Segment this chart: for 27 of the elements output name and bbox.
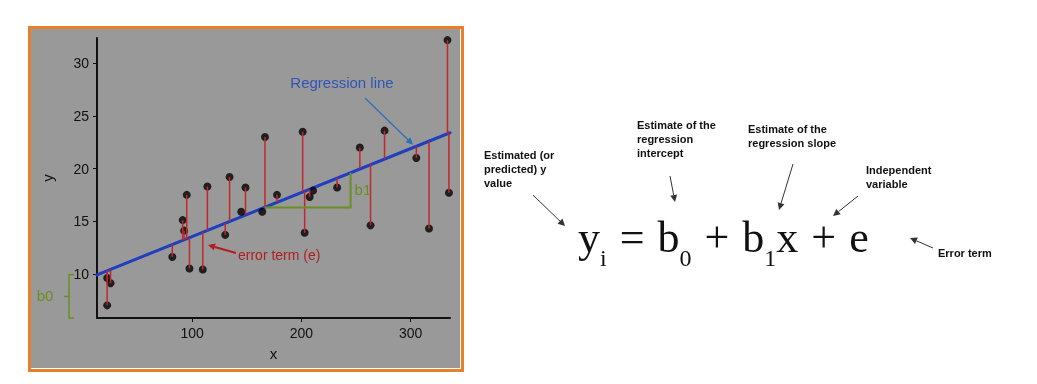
point bbox=[168, 252, 177, 261]
point bbox=[300, 228, 309, 237]
point bbox=[258, 207, 267, 216]
text: Independent variable bbox=[866, 163, 933, 191]
point bbox=[237, 207, 246, 216]
y-tick-label: 25 bbox=[73, 107, 90, 124]
y-tick-label: 20 bbox=[73, 160, 90, 177]
y-axis-title: y bbox=[39, 173, 56, 182]
y-tick-label: 15 bbox=[73, 213, 90, 230]
text: Estimate of the regression intercept bbox=[637, 118, 717, 160]
annotation: Regression line bbox=[290, 74, 394, 91]
text: Estimated (or predicted) y value bbox=[484, 148, 556, 190]
annotation: error term (e) bbox=[238, 247, 321, 263]
point bbox=[182, 190, 191, 199]
text: y$_{i}$ = b$_{0}$ + b$_{1}$x + e bbox=[578, 212, 869, 272]
point bbox=[309, 186, 318, 195]
text: Estimate of the regression slope bbox=[748, 122, 838, 150]
x-axis-title: x bbox=[269, 345, 278, 362]
x-tick-label: 100 bbox=[180, 325, 204, 341]
y-tick-label: 10 bbox=[73, 265, 90, 282]
point bbox=[366, 221, 375, 230]
point bbox=[412, 154, 421, 162]
text: b0 bbox=[36, 287, 54, 305]
y-tick-label: 30 bbox=[73, 55, 90, 72]
x-tick-label: 200 bbox=[289, 325, 314, 341]
text: Error term bbox=[938, 246, 993, 260]
x-tick-label: 300 bbox=[398, 325, 423, 341]
